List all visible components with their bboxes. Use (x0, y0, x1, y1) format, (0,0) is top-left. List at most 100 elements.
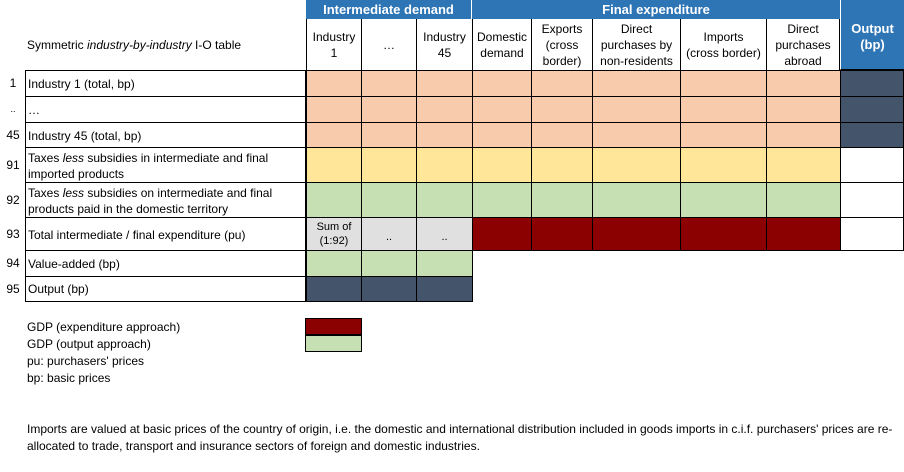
cell-r45-direct_abroad (766, 122, 841, 148)
cell-r92-imports (680, 182, 767, 218)
cell-rdd-ind45 (416, 96, 473, 123)
row-label-text: Industry 1 (total, bp) (28, 77, 135, 91)
header-output-label: Output (bp) (851, 21, 894, 52)
cell-r91-domestic (472, 147, 532, 183)
cell-r92-ind45 (416, 182, 473, 218)
table-title-italic: industry-by-industry (87, 38, 192, 52)
cell-r45-ind45 (416, 122, 473, 148)
cell-rdd-output (840, 96, 904, 123)
cell-r93-direct_abroad (766, 217, 841, 251)
cell-r92-domestic (472, 182, 532, 218)
cell-r94-ind45 (416, 250, 473, 277)
cell-r92-exports (531, 182, 593, 218)
cell-r45-direct_nonres (592, 122, 681, 148)
row-number: 92 (6, 192, 20, 207)
cell-rdd-exports (531, 96, 593, 123)
cell-r91-direct_abroad (766, 147, 841, 183)
cell-r93-exports (531, 217, 593, 251)
row-label-text: Total intermediate / final expenditure (… (28, 227, 246, 242)
row-label-part2: subsidies in intermediate and final impo… (28, 150, 269, 181)
cell-r45-output (840, 122, 904, 148)
row-label: Output (bp) (25, 276, 306, 302)
row-number: .. (10, 104, 16, 114)
cell-r95-ind1 (306, 276, 362, 302)
row-number: 94 (6, 256, 20, 270)
table-title-part1: Symmetric (27, 38, 87, 52)
column-header-ind1: Industry 1 (306, 19, 361, 70)
column-header-direct_nonres: Direct purchases by non-residents (592, 19, 680, 70)
legend-gdp-output-label: GDP (output approach) (27, 337, 151, 351)
legend-gdp-expenditure-label: GDP (expenditure approach) (27, 320, 181, 334)
cell-r91-imports (680, 147, 767, 183)
row-label-text: … (28, 103, 40, 117)
cell-rdd-imports (680, 96, 767, 123)
column-header-domestic: Domestic demand (472, 19, 531, 70)
row-label: Value-added (bp) (25, 250, 306, 277)
cell-rdd-direct_nonres (592, 96, 681, 123)
column-header-dots: … (361, 19, 416, 70)
row-number: 1 (9, 76, 17, 90)
cell-r1-exports (531, 70, 593, 97)
header-intermediate-demand: Intermediate demand (306, 0, 472, 19)
cell-r1-output (840, 70, 904, 97)
row-label: Industry 45 (total, bp) (25, 122, 306, 148)
row-label: … (25, 96, 306, 123)
cell-r93-imports (680, 217, 767, 251)
cell-r45-ind1 (306, 122, 362, 148)
cell-r45-imports (680, 122, 767, 148)
cell-r91-dots (361, 147, 417, 183)
row-label-text: Output (bp) (28, 282, 89, 296)
cell-r45-domestic (472, 122, 532, 148)
cell-rdd-domestic (472, 96, 532, 123)
row-label: Taxes less subsidies on intermediate and… (25, 182, 306, 218)
cell-r93-output (840, 217, 904, 251)
cell-rdd-ind1 (306, 96, 362, 123)
column-header-exports: Exports (cross border) (531, 19, 592, 70)
legend-swatch-gdp-expenditure (305, 318, 362, 335)
row-label: Industry 1 (total, bp) (25, 70, 306, 97)
cell-r92-direct_abroad (766, 182, 841, 218)
row-label-part1: Taxes (28, 185, 63, 200)
row-label-text: Taxes less subsidies on intermediate and… (28, 185, 305, 217)
row-number: 45 (6, 127, 20, 142)
cell-r92-ind1 (306, 182, 362, 218)
cell-r1-imports (680, 70, 767, 97)
row-label: Taxes less subsidies in intermediate and… (25, 147, 306, 183)
header-final-label: Final expenditure (602, 2, 710, 17)
cell-r91-output (840, 147, 904, 183)
cell-r95-ind45 (416, 276, 473, 302)
cell-r93-ind45: .. (416, 217, 473, 251)
column-header-imports: Imports (cross border) (680, 19, 766, 70)
cell-r1-ind1 (306, 70, 362, 97)
cell-r1-dots (361, 70, 417, 97)
cell-r93-domestic (472, 217, 532, 251)
footnote: Imports are valued at basic prices of th… (27, 422, 893, 453)
row-label-text: Taxes less subsidies in intermediate and… (28, 150, 305, 182)
table-title-part2: I-O table (191, 38, 242, 52)
cell-r45-exports (531, 122, 593, 148)
cell-r92-direct_nonres (592, 182, 681, 218)
cell-r93-dots: .. (361, 217, 417, 251)
cell-r93-ind1: Sum of (1:92) (306, 217, 362, 251)
cell-r1-domestic (472, 70, 532, 97)
table-title: Symmetric industry-by-industry I-O table (27, 38, 307, 52)
cell-r91-exports (531, 147, 593, 183)
cell-r1-ind45 (416, 70, 473, 97)
header-final-expenditure: Final expenditure (472, 0, 840, 19)
row-label-part1: Taxes (28, 150, 63, 165)
cell-r1-direct_nonres (592, 70, 681, 97)
cell-r91-ind45 (416, 147, 473, 183)
cell-r94-dots (361, 250, 417, 277)
row-number: 95 (6, 281, 20, 296)
cell-r95-dots (361, 276, 417, 302)
cell-r93-direct_nonres (592, 217, 681, 251)
cell-r1-direct_abroad (766, 70, 841, 97)
row-label-text: Industry 45 (total, bp) (28, 128, 142, 143)
cell-r94-ind1 (306, 250, 362, 277)
cell-r92-dots (361, 182, 417, 218)
legend-swatch-gdp-output (305, 335, 362, 352)
cell-r91-ind1 (306, 147, 362, 183)
header-intermediate-label: Intermediate demand (323, 2, 454, 17)
row-number: 93 (6, 226, 20, 241)
cell-rdd-dots (361, 96, 417, 123)
